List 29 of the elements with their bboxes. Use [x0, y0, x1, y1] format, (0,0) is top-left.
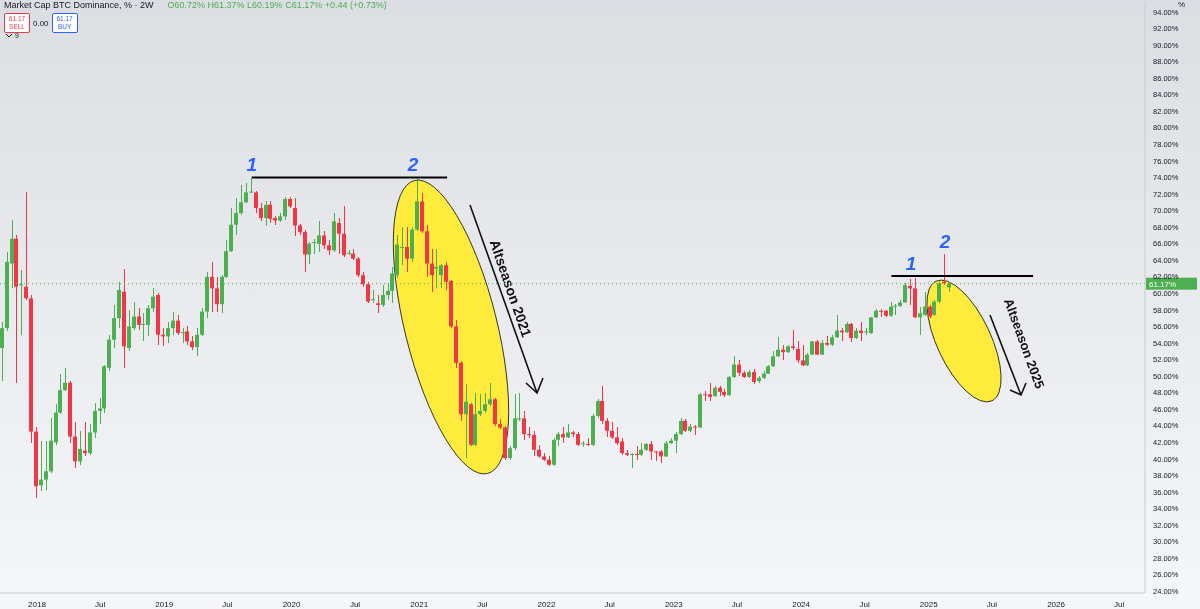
candlestick	[542, 452, 546, 462]
x-tick-label: 2024	[792, 599, 811, 609]
x-tick-label: 2023	[664, 599, 684, 609]
candlestick	[898, 299, 902, 308]
x-tick-label: Jul	[731, 599, 743, 609]
annotation: 0.00	[33, 18, 49, 28]
x-tick-label: 2018	[28, 599, 47, 609]
chart-subtitle: O60.72% H61.37% L60.19% C61.17% +0.44 (+0.73%)	[167, 0, 387, 10]
x-tick-label: 2021	[410, 599, 429, 609]
x-tick-label: 2020	[282, 599, 302, 609]
annotation: 2	[938, 230, 951, 252]
x-tick-label: 2019	[155, 599, 174, 609]
x-tick-label: Jul	[94, 599, 106, 609]
chart-title: Market Cap BTC Dominance, % · 2W	[4, 0, 154, 10]
annotation: 1	[905, 252, 917, 274]
x-tick-label: 2026	[1047, 599, 1066, 609]
annotation: 1	[246, 154, 258, 176]
x-tick-label: 2025	[919, 599, 939, 609]
x-tick-label: Jul	[986, 599, 998, 609]
x-tick-label: Jul	[349, 599, 361, 609]
x-tick-label: 2022	[537, 599, 556, 609]
x-tick-label: Jul	[222, 599, 233, 609]
x-tick-label: Jul	[859, 599, 870, 609]
y-axis-title: %	[1178, 0, 1186, 9]
annotation: 2	[406, 154, 419, 176]
x-tick-label: Jul	[1114, 599, 1125, 609]
x-tick-label: Jul	[604, 599, 615, 609]
x-tick-label: Jul	[477, 599, 488, 609]
ref-line-label: 61.17%	[1149, 279, 1177, 289]
